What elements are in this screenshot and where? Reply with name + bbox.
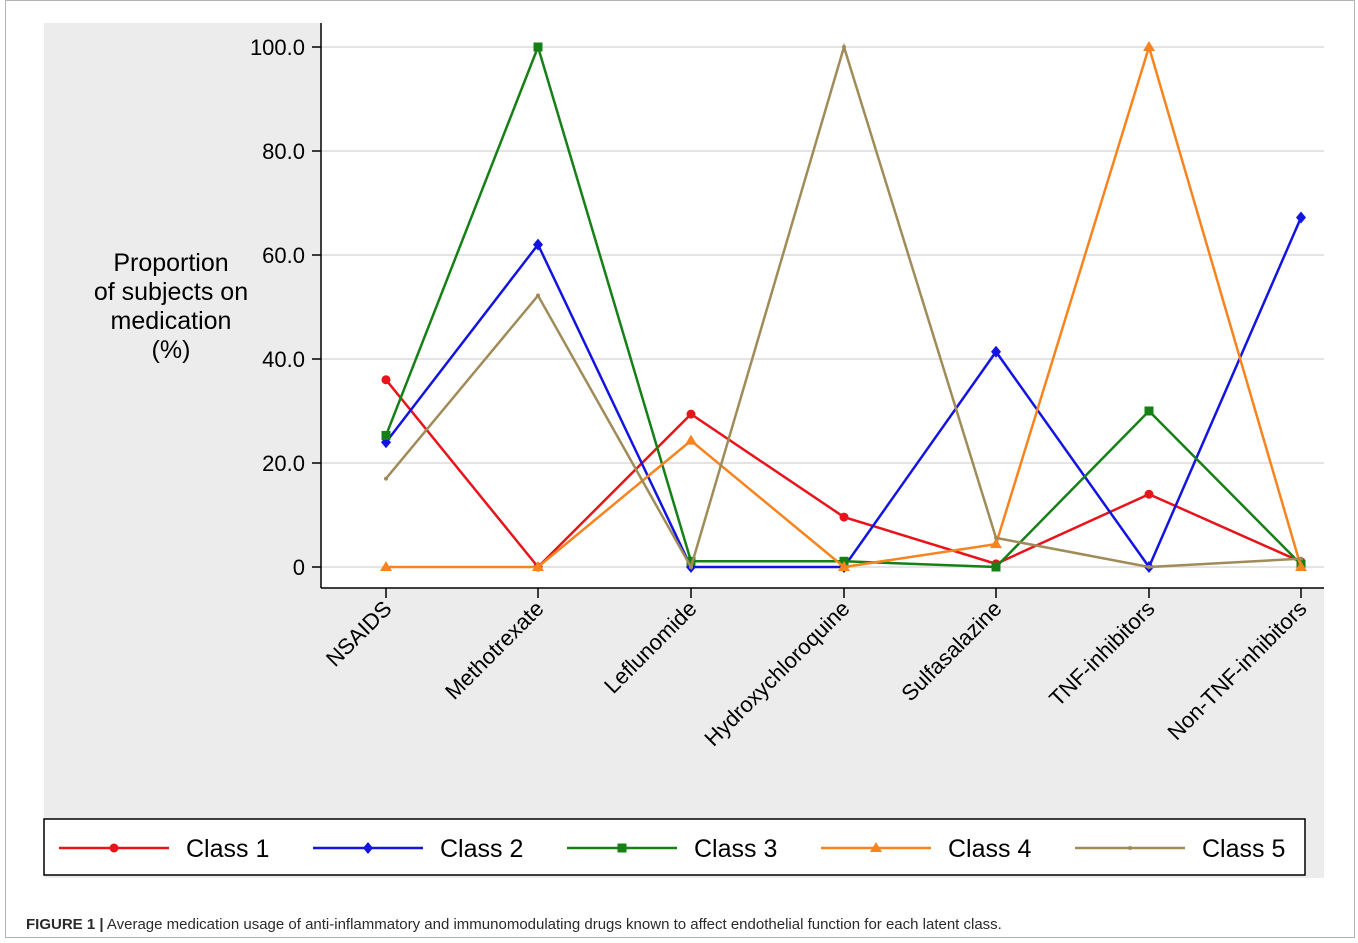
data-point <box>533 238 543 251</box>
caption-text: Average medication usage of anti-inflamm… <box>103 916 1002 933</box>
data-point <box>1295 561 1307 571</box>
series-lines <box>380 41 1307 573</box>
legend-marker <box>617 843 627 853</box>
legend-item: Class 3 <box>567 835 777 863</box>
y-tick-label: 80.0 <box>262 139 305 164</box>
legend-item: Class 2 <box>313 835 523 863</box>
data-point <box>991 345 1001 358</box>
data-point <box>839 512 849 522</box>
legend-item: Class 5 <box>1075 835 1285 863</box>
legend-label: Class 3 <box>694 835 777 863</box>
data-point <box>689 565 693 569</box>
data-point <box>685 434 697 445</box>
legend-marker <box>363 842 373 854</box>
data-point <box>1144 406 1154 416</box>
data-point <box>532 561 544 571</box>
y-tick-label: 60.0 <box>262 243 305 268</box>
y-axis-label-line: Proportion <box>113 249 228 277</box>
y-axis-label-line: medication <box>111 307 232 335</box>
data-point <box>991 562 1001 572</box>
legend-label: Class 1 <box>186 835 269 863</box>
data-point <box>686 409 696 419</box>
y-axis-label-line: of subjects on <box>94 278 248 306</box>
data-point <box>381 430 391 440</box>
data-point <box>686 556 696 566</box>
y-tick-label: 0 <box>293 555 305 580</box>
data-point <box>380 561 392 571</box>
data-point <box>994 535 998 540</box>
y-tick-label: 20.0 <box>262 451 305 476</box>
legend-label: Class 5 <box>1202 835 1285 863</box>
caption-label: FIGURE 1 | <box>26 916 104 933</box>
data-point <box>1147 565 1151 569</box>
legend: Class 1 Class 2 Class 3 Class 4 Class 5 <box>43 818 1306 876</box>
data-point <box>1296 211 1306 224</box>
legend-label: Class 4 <box>948 835 1031 863</box>
legend-marker <box>109 843 119 853</box>
data-point <box>990 538 1002 549</box>
legend-label: Class 2 <box>440 835 523 863</box>
y-axis-label-line: (%) <box>152 336 191 364</box>
series-class-5 <box>384 42 1303 571</box>
data-point <box>384 476 388 481</box>
data-point <box>381 375 391 385</box>
y-tick-label: 100.0 <box>250 35 305 60</box>
y-tick-label: 40.0 <box>262 347 305 372</box>
legend-item: Class 4 <box>821 835 1031 863</box>
data-point <box>1143 41 1155 51</box>
figure-caption: FIGURE 1 | Average medication usage of a… <box>26 916 1002 933</box>
data-point <box>536 293 540 298</box>
legend-marker <box>1128 846 1132 850</box>
data-point <box>842 45 846 49</box>
data-point <box>1144 489 1154 499</box>
legend-marker <box>870 842 882 852</box>
data-point <box>533 42 543 52</box>
legend-item: Class 1 <box>59 835 269 863</box>
data-point <box>838 561 850 571</box>
data-point <box>1299 556 1303 561</box>
figure-frame: 0 20.0 40.0 60.0 80.0 100.0 NSAIDS Methotrexate… <box>5 0 1355 938</box>
series-class-4 <box>380 41 1307 571</box>
